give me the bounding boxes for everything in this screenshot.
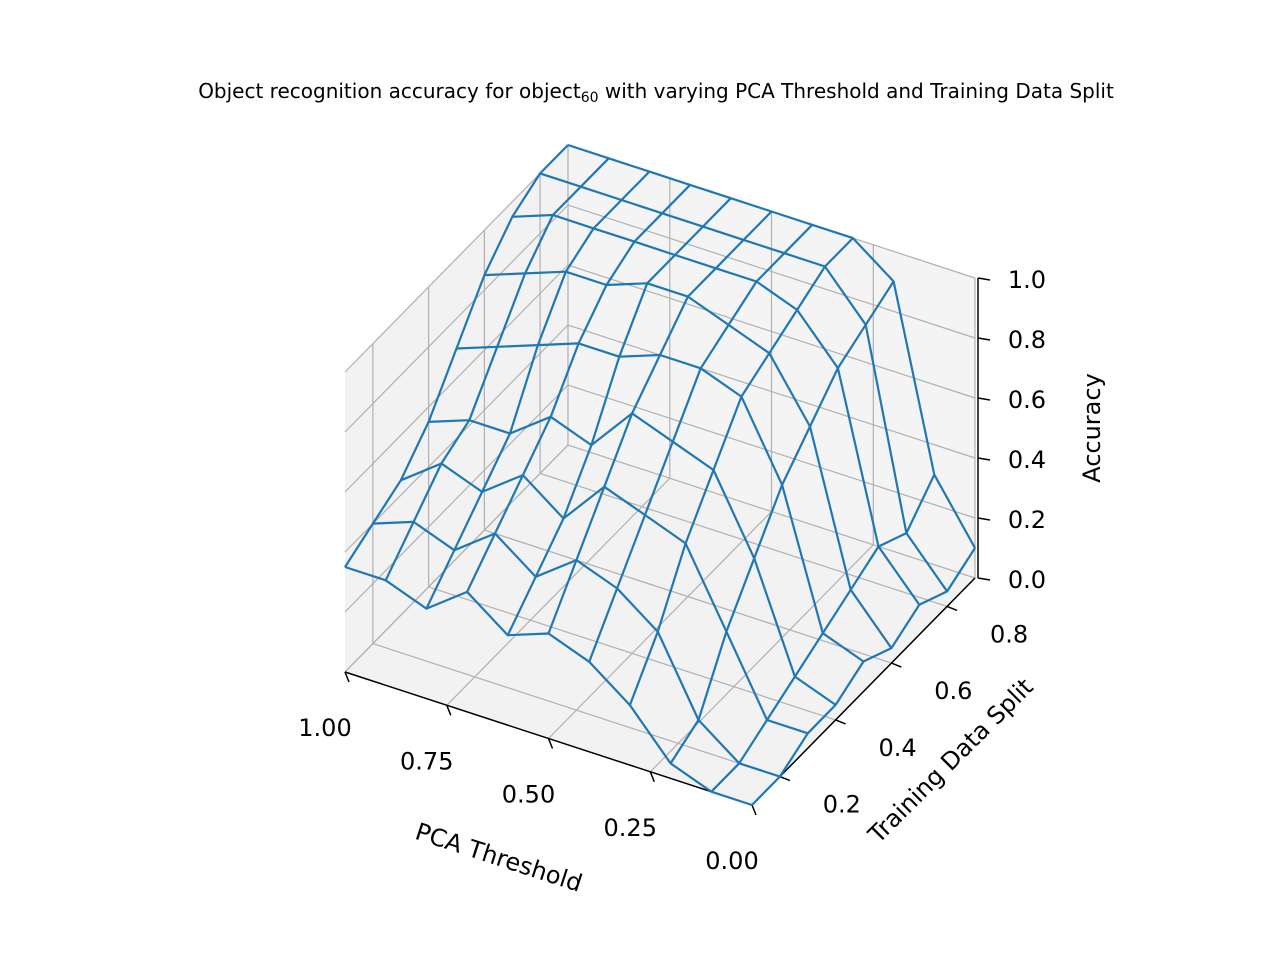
z-tick (977, 397, 991, 401)
x-axis-line (344, 671, 753, 806)
x-tick (344, 671, 350, 683)
title-main: Object recognition accuracy for object (198, 79, 581, 103)
z-axis-label: Accuracy (1078, 373, 1106, 483)
y-tick-label: 0.4 (879, 734, 917, 762)
y-tick (946, 605, 958, 612)
x-tick-label: 1.00 (298, 714, 351, 742)
grid-line (344, 324, 976, 553)
wire-column (710, 474, 936, 793)
y-tick-label: 0.2 (823, 791, 861, 819)
z-tick (977, 577, 991, 581)
wire-column (506, 197, 732, 636)
grid-line (344, 204, 976, 433)
z-tick-label: 0.0 (1008, 566, 1046, 594)
wire-column (384, 157, 610, 581)
x-tick-label: 0.50 (502, 781, 555, 809)
z-tick (977, 517, 991, 521)
title-subscript: 60 (581, 90, 599, 106)
y-tick (891, 662, 902, 668)
x-tick (649, 771, 655, 783)
wire-column (669, 280, 895, 764)
y-tick (835, 719, 846, 725)
z-tick-label: 0.6 (1008, 386, 1046, 414)
z-tick (977, 457, 991, 461)
grid-line (344, 384, 976, 613)
chart-title: Object recognition accuracy for object60… (198, 79, 1114, 107)
grid-line (344, 444, 976, 673)
wire-column (751, 547, 976, 806)
wire-column (628, 237, 854, 706)
title-rest: with varying PCA Threshold and Training … (599, 79, 1114, 103)
x-tick-label: 0.00 (705, 847, 758, 875)
y-tick-label: 0.8 (990, 620, 1028, 648)
wire-column (466, 184, 691, 593)
y-tick (779, 775, 791, 782)
z-tick-label: 0.4 (1008, 446, 1046, 474)
wire-column (425, 170, 651, 610)
wire-column (588, 224, 813, 663)
z-tick-label: 0.2 (1008, 506, 1046, 534)
z-tick (977, 337, 991, 341)
x-tick (751, 804, 757, 816)
z-tick (977, 277, 991, 281)
wireframe (344, 143, 976, 807)
x-tick-label: 0.75 (400, 747, 453, 775)
x-axis-label: PCA Threshold (412, 817, 586, 897)
left-pane (345, 145, 568, 672)
wire-column (344, 144, 569, 568)
x-tick-label: 0.25 (604, 814, 657, 842)
y-axis-line (751, 577, 976, 806)
x-tick (446, 705, 452, 716)
y-tick-label: 0.6 (934, 677, 972, 705)
grid-line (344, 264, 976, 493)
z-tick-label: 0.8 (1008, 326, 1046, 354)
z-tick-label: 1.0 (1008, 266, 1046, 294)
wire-column (547, 210, 773, 634)
x-tick (547, 738, 554, 749)
